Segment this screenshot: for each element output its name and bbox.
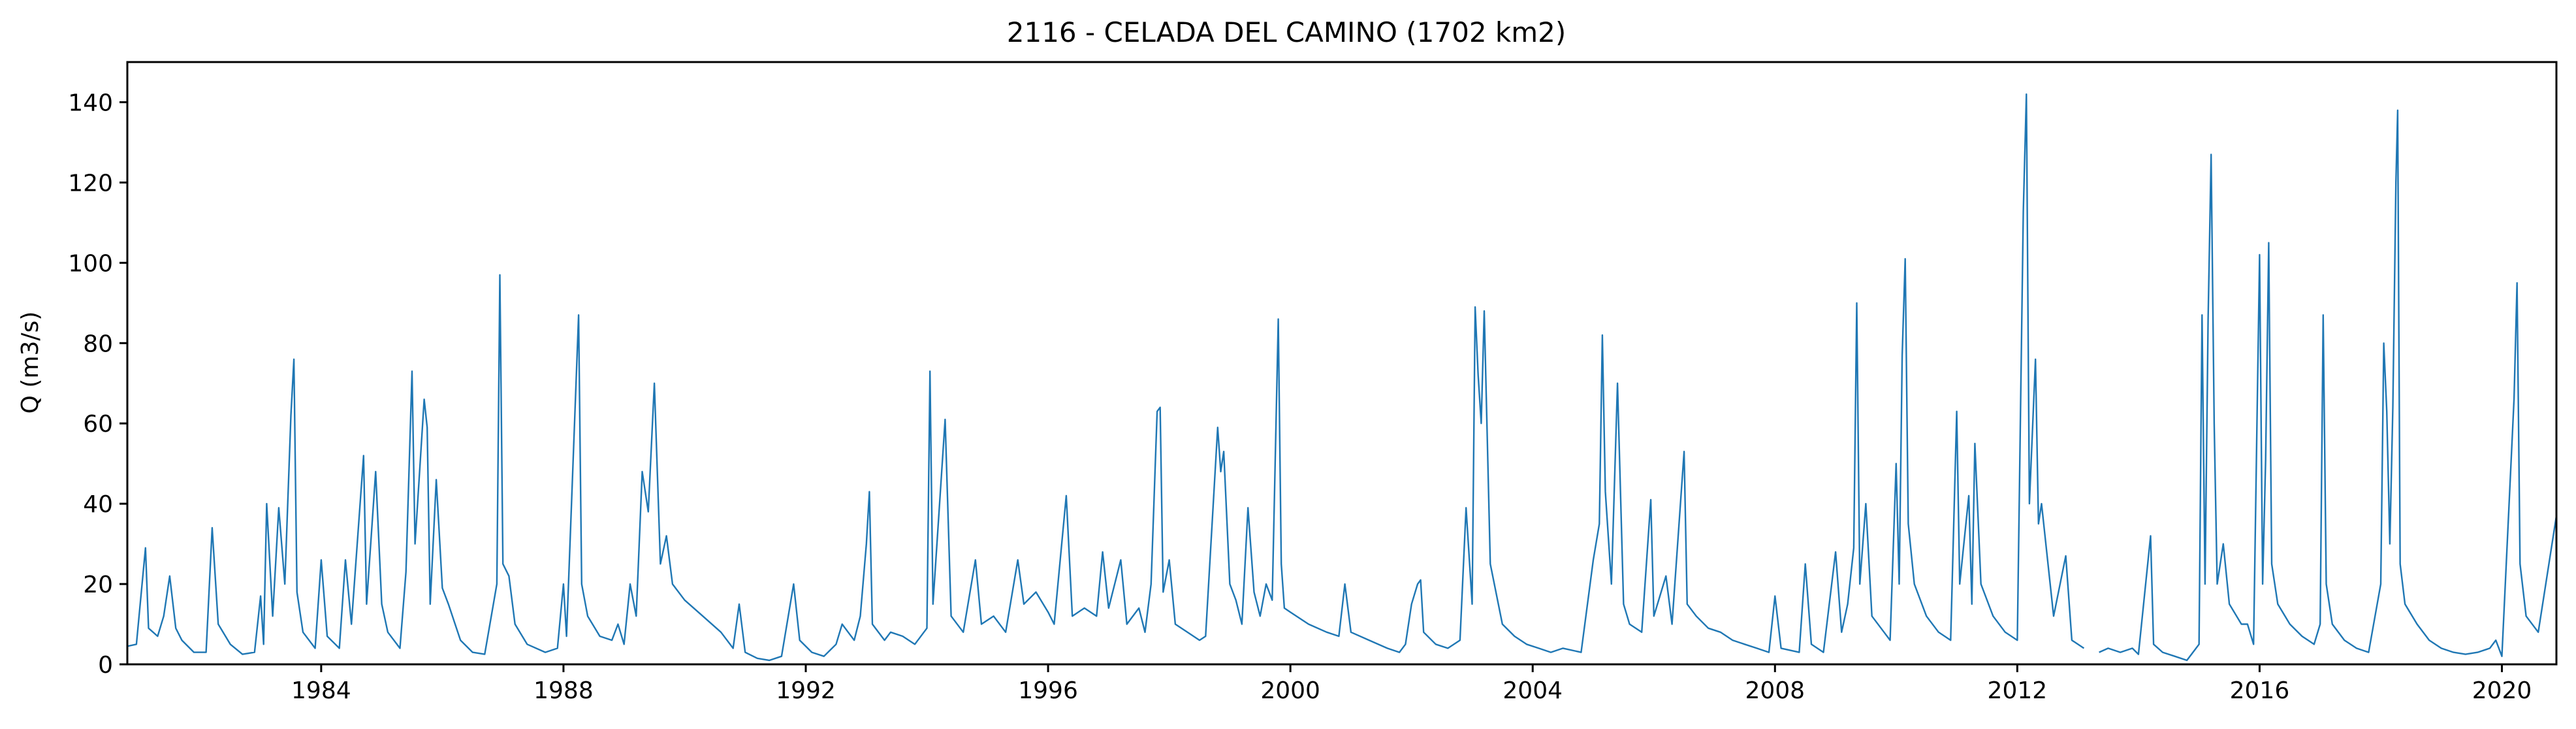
y-tick-label: 20	[83, 572, 113, 598]
y-axis-label: Q (m3/s)	[17, 312, 44, 414]
y-tick-label: 120	[68, 170, 113, 197]
x-tick-label: 1996	[1018, 677, 1078, 704]
y-tick-label: 80	[83, 331, 113, 357]
series-group	[127, 93, 2556, 662]
x-tick-label: 2008	[1745, 677, 1805, 704]
plot-area: 1984 1988 1992 1996 2000 2004 2008 2012 2016 2020…	[68, 61, 2558, 704]
y-tick-label: 140	[68, 89, 113, 116]
y-tick-label: 60	[83, 411, 113, 438]
y-axis: 0 20 40 60 80 100 120 140	[68, 89, 127, 679]
y-tick-label: 40	[83, 491, 113, 518]
x-tick-label: 1988	[533, 677, 594, 704]
x-axis: 1984 1988 1992 1996 2000 2004 2008 2012 2016 2020	[291, 664, 2532, 704]
discharge-series-segment-1	[127, 93, 2085, 662]
x-tick-label: 2000	[1260, 677, 1320, 704]
x-tick-label: 2016	[2230, 677, 2290, 704]
x-tick-label: 1984	[291, 677, 351, 704]
x-tick-label: 2020	[2472, 677, 2532, 704]
x-tick-label: 2004	[1503, 677, 1563, 704]
y-tick-label: 100	[68, 250, 113, 277]
chart-title: 2116 - CELADA DEL CAMINO (1702 km2)	[1007, 16, 1566, 48]
x-tick-label: 2012	[1988, 677, 2048, 704]
x-tick-label: 1992	[776, 677, 836, 704]
axes-frame	[126, 61, 2558, 666]
y-tick-label: 0	[98, 652, 113, 679]
discharge-series-segment-2	[2099, 109, 2556, 662]
